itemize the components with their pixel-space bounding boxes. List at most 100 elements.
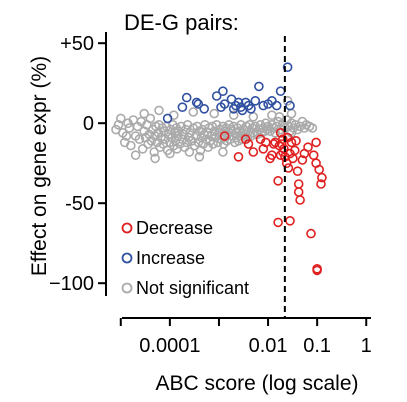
data-point-increase — [218, 86, 228, 96]
x-tick-label: 0.1 — [303, 335, 331, 357]
data-point-not-significant — [121, 131, 132, 141]
data-point-increase — [219, 99, 230, 109]
data-point-not-significant — [286, 108, 297, 119]
data-point-not-significant — [274, 112, 285, 122]
data-point-decrease — [303, 142, 313, 152]
data-point-increase — [199, 104, 209, 114]
data-point-not-significant — [218, 147, 228, 157]
data-point-not-significant — [124, 123, 135, 133]
data-point-increase — [285, 100, 295, 111]
data-point-not-significant — [149, 147, 159, 157]
data-point-not-significant — [179, 142, 190, 152]
data-point-not-significant — [126, 140, 136, 151]
data-point-not-significant — [207, 121, 218, 132]
data-point-increase — [193, 99, 204, 109]
data-point-decrease — [233, 152, 244, 162]
data-point-decrease — [275, 128, 286, 138]
data-point-not-significant — [137, 144, 148, 154]
data-point-not-significant — [194, 152, 205, 162]
data-point-decrease — [289, 145, 300, 156]
x-tick-label: 0.01 — [249, 335, 288, 357]
data-point-not-significant — [282, 96, 293, 106]
data-point-decrease — [306, 228, 316, 239]
data-point-decrease — [286, 137, 297, 148]
chart-title: DE-G pairs: — [124, 10, 239, 35]
legend-label: Not significant — [136, 278, 249, 298]
legend-label: Increase — [136, 248, 205, 268]
data-point-decrease — [311, 137, 321, 148]
data-point-increase — [191, 97, 202, 108]
data-point-not-significant — [113, 120, 124, 130]
legend-label: Decrease — [136, 218, 213, 238]
data-point-decrease — [311, 158, 321, 168]
data-point-decrease — [273, 217, 283, 228]
plot-area — [111, 36, 327, 318]
data-point-not-significant — [145, 113, 156, 124]
y-tick-label: −100 — [49, 273, 94, 295]
data-point-not-significant — [267, 110, 277, 120]
data-point-decrease — [308, 150, 319, 160]
data-point-decrease — [317, 172, 327, 183]
legend-marker — [121, 252, 133, 264]
data-point-increase — [233, 97, 244, 108]
x-ticks: 0.0001 0.01 0.1 1 — [119, 318, 372, 357]
data-point-decrease — [281, 158, 292, 168]
data-point-not-significant — [237, 134, 248, 144]
y-axis-label: Effect on gene expr (%) — [28, 56, 51, 276]
data-point-decrease — [248, 147, 259, 157]
data-point-increase — [177, 102, 188, 112]
data-points — [111, 62, 327, 276]
data-point-decrease — [292, 166, 303, 176]
data-point-not-significant — [228, 110, 239, 120]
legend-marker — [121, 282, 133, 294]
data-point-increase — [237, 105, 248, 116]
data-point-not-significant — [295, 121, 305, 132]
data-point-decrease — [293, 187, 304, 197]
data-point-decrease — [297, 155, 308, 165]
data-point-decrease — [219, 131, 230, 141]
data-point-increase — [275, 86, 286, 96]
data-point-not-significant — [224, 120, 234, 130]
data-point-decrease — [316, 179, 326, 189]
data-point-increase — [258, 100, 269, 111]
y-tick-label: -50 — [65, 193, 94, 215]
data-point-not-significant — [307, 123, 318, 133]
data-point-not-significant — [154, 105, 164, 116]
data-point-increase — [250, 96, 261, 106]
data-point-decrease — [277, 134, 288, 144]
data-point-decrease — [295, 195, 305, 205]
data-point-not-significant — [209, 108, 219, 119]
data-point-increase — [246, 104, 256, 114]
data-point-increase — [181, 92, 192, 103]
data-point-not-significant — [158, 139, 168, 149]
data-point-decrease — [240, 134, 251, 144]
data-point-not-significant — [165, 148, 175, 159]
x-axis-label: ABC score (log scale) — [155, 372, 358, 395]
data-point-not-significant — [150, 153, 160, 164]
data-point-not-significant — [130, 150, 141, 160]
data-point-decrease — [285, 216, 295, 226]
legend-marker — [121, 222, 133, 234]
data-point-not-significant — [116, 113, 126, 124]
y-tick-label: 0 — [83, 113, 94, 135]
x-tick-label: 0.0001 — [139, 335, 200, 357]
data-point-not-significant — [248, 112, 259, 122]
data-point-not-significant — [188, 107, 199, 117]
data-point-increase — [267, 96, 277, 106]
data-point-decrease — [243, 139, 254, 149]
data-point-increase — [211, 91, 222, 101]
data-point-not-significant — [181, 137, 192, 148]
data-point-decrease — [291, 136, 301, 146]
data-point-increase — [271, 100, 282, 111]
data-point-increase — [254, 81, 264, 92]
data-point-decrease — [293, 179, 304, 189]
data-point-not-significant — [184, 147, 195, 157]
axes: +50 0 -50 −100 0.0001 0.01 0.1 1 — [49, 32, 372, 357]
data-point-decrease — [273, 176, 283, 186]
y-tick-label: +50 — [60, 33, 94, 55]
data-point-not-significant — [139, 108, 149, 119]
data-point-decrease — [277, 147, 288, 157]
legend: Decrease Increase Not significant — [121, 218, 249, 298]
y-ticks: +50 0 -50 −100 — [49, 33, 106, 295]
